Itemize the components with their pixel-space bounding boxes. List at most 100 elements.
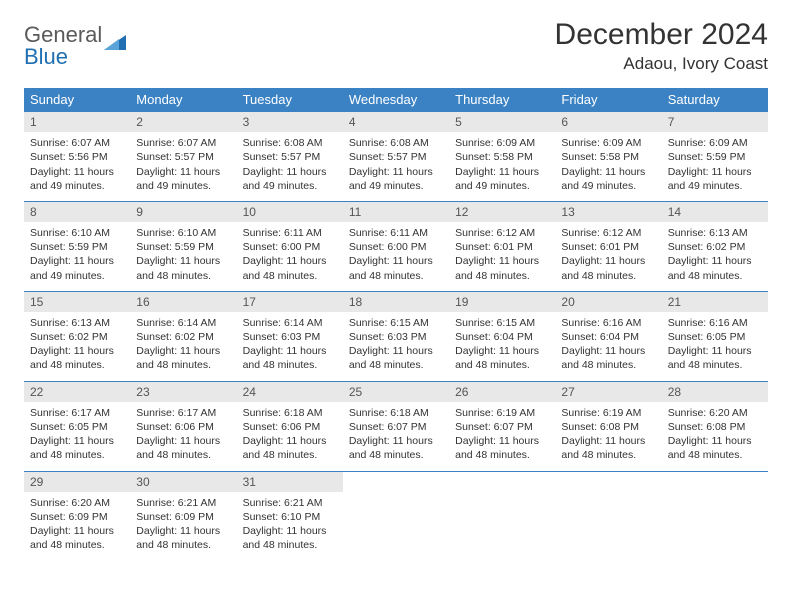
day-body: Sunrise: 6:13 AMSunset: 6:02 PMDaylight:…	[24, 312, 130, 381]
daylight-line: Daylight: 11 hours and 48 minutes.	[30, 344, 124, 372]
sunrise-line: Sunrise: 6:10 AM	[30, 226, 124, 240]
day-body: Sunrise: 6:09 AMSunset: 5:58 PMDaylight:…	[555, 132, 661, 201]
day-number: 24	[237, 382, 343, 402]
day-body: Sunrise: 6:19 AMSunset: 6:07 PMDaylight:…	[449, 402, 555, 471]
calendar-day-cell: 24Sunrise: 6:18 AMSunset: 6:06 PMDayligh…	[237, 381, 343, 471]
sunset-line: Sunset: 5:58 PM	[561, 150, 655, 164]
calendar-day-cell: 10Sunrise: 6:11 AMSunset: 6:00 PMDayligh…	[237, 201, 343, 291]
sunset-line: Sunset: 6:01 PM	[561, 240, 655, 254]
calendar-day-cell: 12Sunrise: 6:12 AMSunset: 6:01 PMDayligh…	[449, 201, 555, 291]
day-body: Sunrise: 6:07 AMSunset: 5:57 PMDaylight:…	[130, 132, 236, 201]
sunset-line: Sunset: 5:59 PM	[668, 150, 762, 164]
calendar-week-row: 22Sunrise: 6:17 AMSunset: 6:05 PMDayligh…	[24, 381, 768, 471]
sunrise-line: Sunrise: 6:15 AM	[349, 316, 443, 330]
sunrise-line: Sunrise: 6:09 AM	[455, 136, 549, 150]
day-body: Sunrise: 6:20 AMSunset: 6:08 PMDaylight:…	[662, 402, 768, 471]
calendar-day-cell: 31Sunrise: 6:21 AMSunset: 6:10 PMDayligh…	[237, 471, 343, 560]
weekday-header: Saturday	[662, 88, 768, 112]
day-body: Sunrise: 6:14 AMSunset: 6:03 PMDaylight:…	[237, 312, 343, 381]
day-body: Sunrise: 6:07 AMSunset: 5:56 PMDaylight:…	[24, 132, 130, 201]
weekday-header: Thursday	[449, 88, 555, 112]
day-number: 7	[662, 112, 768, 132]
day-number: 12	[449, 202, 555, 222]
calendar-day-cell	[662, 471, 768, 560]
calendar-day-cell: 27Sunrise: 6:19 AMSunset: 6:08 PMDayligh…	[555, 381, 661, 471]
daylight-line: Daylight: 11 hours and 48 minutes.	[561, 434, 655, 462]
sunrise-line: Sunrise: 6:13 AM	[30, 316, 124, 330]
day-body: Sunrise: 6:11 AMSunset: 6:00 PMDaylight:…	[343, 222, 449, 291]
weekday-header: Wednesday	[343, 88, 449, 112]
sunset-line: Sunset: 5:57 PM	[243, 150, 337, 164]
calendar-day-cell: 8Sunrise: 6:10 AMSunset: 5:59 PMDaylight…	[24, 201, 130, 291]
sunrise-line: Sunrise: 6:07 AM	[30, 136, 124, 150]
sunrise-line: Sunrise: 6:18 AM	[243, 406, 337, 420]
daylight-line: Daylight: 11 hours and 48 minutes.	[243, 524, 337, 552]
sunrise-line: Sunrise: 6:12 AM	[455, 226, 549, 240]
calendar-day-cell: 30Sunrise: 6:21 AMSunset: 6:09 PMDayligh…	[130, 471, 236, 560]
sunset-line: Sunset: 6:05 PM	[668, 330, 762, 344]
calendar-day-cell: 17Sunrise: 6:14 AMSunset: 6:03 PMDayligh…	[237, 291, 343, 381]
day-number: 23	[130, 382, 236, 402]
day-body: Sunrise: 6:08 AMSunset: 5:57 PMDaylight:…	[237, 132, 343, 201]
sunrise-line: Sunrise: 6:14 AM	[243, 316, 337, 330]
day-number: 11	[343, 202, 449, 222]
sunrise-line: Sunrise: 6:13 AM	[668, 226, 762, 240]
daylight-line: Daylight: 11 hours and 49 minutes.	[243, 165, 337, 193]
day-body: Sunrise: 6:17 AMSunset: 6:06 PMDaylight:…	[130, 402, 236, 471]
daylight-line: Daylight: 11 hours and 49 minutes.	[668, 165, 762, 193]
sunrise-line: Sunrise: 6:20 AM	[30, 496, 124, 510]
calendar-week-row: 29Sunrise: 6:20 AMSunset: 6:09 PMDayligh…	[24, 471, 768, 560]
calendar-day-cell: 21Sunrise: 6:16 AMSunset: 6:05 PMDayligh…	[662, 291, 768, 381]
day-body: Sunrise: 6:13 AMSunset: 6:02 PMDaylight:…	[662, 222, 768, 291]
calendar-day-cell: 20Sunrise: 6:16 AMSunset: 6:04 PMDayligh…	[555, 291, 661, 381]
sunset-line: Sunset: 6:03 PM	[243, 330, 337, 344]
sunset-line: Sunset: 6:06 PM	[136, 420, 230, 434]
calendar-day-cell: 5Sunrise: 6:09 AMSunset: 5:58 PMDaylight…	[449, 112, 555, 202]
daylight-line: Daylight: 11 hours and 48 minutes.	[30, 434, 124, 462]
daylight-line: Daylight: 11 hours and 49 minutes.	[30, 165, 124, 193]
day-body: Sunrise: 6:18 AMSunset: 6:07 PMDaylight:…	[343, 402, 449, 471]
sunset-line: Sunset: 5:57 PM	[349, 150, 443, 164]
daylight-line: Daylight: 11 hours and 48 minutes.	[243, 254, 337, 282]
day-body: Sunrise: 6:15 AMSunset: 6:03 PMDaylight:…	[343, 312, 449, 381]
sunset-line: Sunset: 6:02 PM	[668, 240, 762, 254]
logo-text-2: Blue	[24, 44, 68, 69]
day-number: 1	[24, 112, 130, 132]
sunrise-line: Sunrise: 6:15 AM	[455, 316, 549, 330]
sunset-line: Sunset: 5:56 PM	[30, 150, 124, 164]
calendar-day-cell: 7Sunrise: 6:09 AMSunset: 5:59 PMDaylight…	[662, 112, 768, 202]
daylight-line: Daylight: 11 hours and 48 minutes.	[668, 434, 762, 462]
daylight-line: Daylight: 11 hours and 48 minutes.	[668, 344, 762, 372]
weekday-header: Tuesday	[237, 88, 343, 112]
calendar-week-row: 8Sunrise: 6:10 AMSunset: 5:59 PMDaylight…	[24, 201, 768, 291]
calendar-table: SundayMondayTuesdayWednesdayThursdayFrid…	[24, 88, 768, 560]
day-number: 2	[130, 112, 236, 132]
sunset-line: Sunset: 6:10 PM	[243, 510, 337, 524]
day-number: 6	[555, 112, 661, 132]
calendar-day-cell	[343, 471, 449, 560]
day-body: Sunrise: 6:09 AMSunset: 5:59 PMDaylight:…	[662, 132, 768, 201]
day-number: 20	[555, 292, 661, 312]
day-number: 10	[237, 202, 343, 222]
day-number: 16	[130, 292, 236, 312]
day-body: Sunrise: 6:20 AMSunset: 6:09 PMDaylight:…	[24, 492, 130, 561]
day-number: 9	[130, 202, 236, 222]
day-number: 14	[662, 202, 768, 222]
sunset-line: Sunset: 6:08 PM	[561, 420, 655, 434]
day-number: 29	[24, 472, 130, 492]
day-number: 19	[449, 292, 555, 312]
calendar-day-cell: 29Sunrise: 6:20 AMSunset: 6:09 PMDayligh…	[24, 471, 130, 560]
daylight-line: Daylight: 11 hours and 49 minutes.	[136, 165, 230, 193]
sunrise-line: Sunrise: 6:12 AM	[561, 226, 655, 240]
weekday-header-row: SundayMondayTuesdayWednesdayThursdayFrid…	[24, 88, 768, 112]
daylight-line: Daylight: 11 hours and 48 minutes.	[136, 344, 230, 372]
sunrise-line: Sunrise: 6:17 AM	[136, 406, 230, 420]
calendar-day-cell: 1Sunrise: 6:07 AMSunset: 5:56 PMDaylight…	[24, 112, 130, 202]
sunset-line: Sunset: 6:00 PM	[243, 240, 337, 254]
day-number: 30	[130, 472, 236, 492]
sunrise-line: Sunrise: 6:20 AM	[668, 406, 762, 420]
sunset-line: Sunset: 6:00 PM	[349, 240, 443, 254]
header: General Blue December 2024 Adaou, Ivory …	[24, 18, 768, 74]
day-body: Sunrise: 6:19 AMSunset: 6:08 PMDaylight:…	[555, 402, 661, 471]
sunrise-line: Sunrise: 6:09 AM	[668, 136, 762, 150]
